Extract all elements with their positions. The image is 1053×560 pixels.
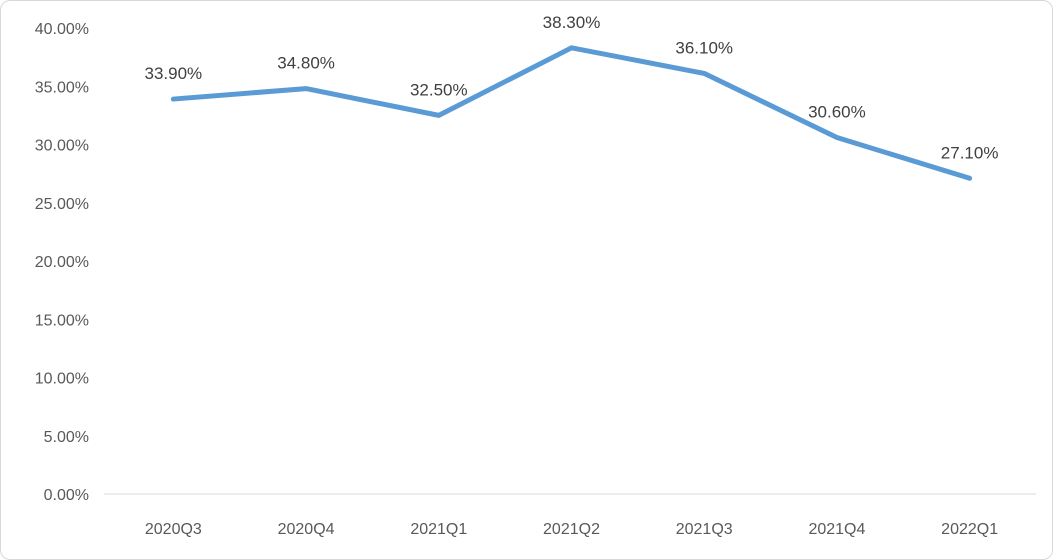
y-tick-label: 35.00% [35,79,89,96]
x-axis-label: 2020Q4 [278,521,335,538]
data-point-label: 36.10% [675,38,733,57]
x-axis-label: 2020Q3 [145,521,202,538]
y-tick-label: 25.00% [35,196,89,213]
x-axis-label: 2021Q3 [676,521,733,538]
y-tick-label: 0.00% [44,487,89,504]
y-tick-label: 30.00% [35,138,89,155]
x-axis-label: 2021Q4 [808,521,865,538]
x-axis-label: 2021Q2 [543,521,600,538]
data-point-label: 34.80% [277,54,335,73]
data-point-label: 33.90% [145,64,203,83]
y-tick-label: 20.00% [35,254,89,271]
y-tick-label: 40.00% [35,21,89,38]
y-tick-label: 10.00% [35,371,89,388]
x-axis-label: 2022Q1 [941,521,998,538]
data-point-label: 32.50% [410,80,468,99]
y-tick-label: 5.00% [44,429,89,446]
x-axis-label: 2021Q1 [410,521,467,538]
data-point-label: 38.30% [543,13,601,32]
data-point-label: 27.10% [941,143,999,162]
y-tick-label: 15.00% [35,312,89,329]
data-point-label: 30.60% [808,103,866,122]
series-line [170,45,973,181]
